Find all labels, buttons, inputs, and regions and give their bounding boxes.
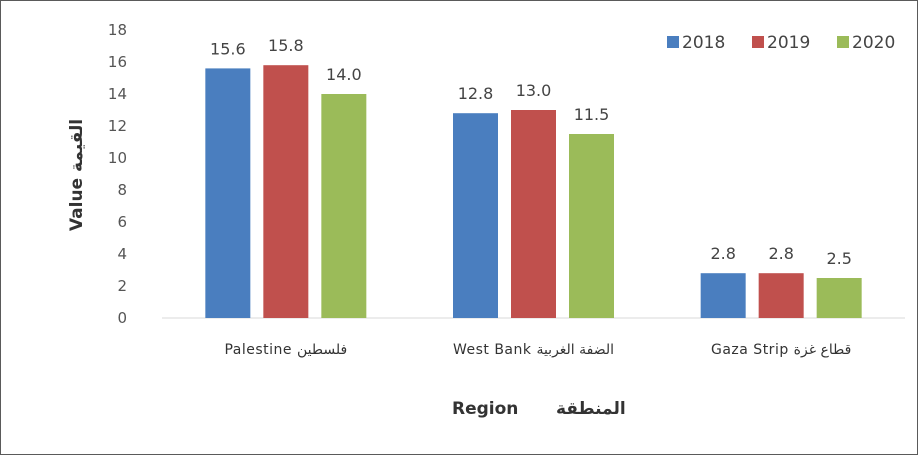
y-tick-label: 10 xyxy=(108,149,127,167)
x-category-label: Palestine فلسطين xyxy=(224,342,347,358)
x-axis-title-arabic: المنطقة xyxy=(556,399,626,419)
bar-2019 xyxy=(511,110,556,318)
y-tick-label: 18 xyxy=(108,21,127,39)
plot-area: 0 2 4 6 8 10 12 14 16 18 15.6 15.8 14.0 Palestine فلس… xyxy=(108,21,905,358)
data-label: 14.0 xyxy=(326,65,362,84)
legend-label: 2020 xyxy=(852,33,895,53)
legend-label: 2019 xyxy=(767,33,810,53)
bar-2018 xyxy=(453,113,498,318)
bar-2018 xyxy=(205,68,251,319)
data-label: 11.5 xyxy=(574,105,610,124)
x-category-label: Gaza Strip قطاع غزة xyxy=(711,342,851,358)
y-tick-label: 4 xyxy=(117,245,127,263)
bar-2020 xyxy=(816,278,862,318)
bar-2020 xyxy=(321,94,367,318)
y-tick-label: 16 xyxy=(108,53,127,71)
data-label: 2.8 xyxy=(710,244,735,263)
bar-2019 xyxy=(263,65,309,318)
x-category-label: West Bank الضفة الغربية xyxy=(453,342,614,358)
legend: 2018 2019 2020 xyxy=(667,33,895,53)
y-axis-title: Value القيمة xyxy=(67,119,87,231)
data-label: 15.6 xyxy=(210,39,246,58)
data-label: 15.8 xyxy=(268,36,304,55)
y-tick-label: 12 xyxy=(108,117,127,135)
legend-swatch xyxy=(752,36,764,48)
x-axis-title: Region xyxy=(452,399,518,419)
y-tick-label: 2 xyxy=(117,277,127,295)
bar-2018 xyxy=(700,273,746,318)
data-label: 12.8 xyxy=(458,84,494,103)
legend-swatch xyxy=(667,36,679,48)
y-tick-label: 8 xyxy=(117,181,127,199)
bar-2019 xyxy=(758,273,804,318)
bar-2020 xyxy=(569,134,614,318)
y-tick-label: 0 xyxy=(117,309,127,327)
legend-label: 2018 xyxy=(682,33,725,53)
legend-swatch xyxy=(837,36,849,48)
y-tick-label: 14 xyxy=(108,85,127,103)
data-label: 2.5 xyxy=(826,249,851,268)
data-label: 2.8 xyxy=(768,244,793,263)
data-label: 13.0 xyxy=(516,81,552,100)
y-tick-label: 6 xyxy=(117,213,127,231)
